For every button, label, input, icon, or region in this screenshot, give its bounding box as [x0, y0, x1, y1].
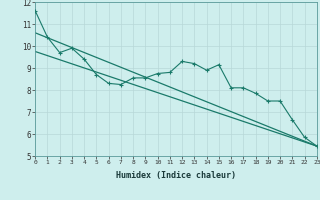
X-axis label: Humidex (Indice chaleur): Humidex (Indice chaleur): [116, 171, 236, 180]
